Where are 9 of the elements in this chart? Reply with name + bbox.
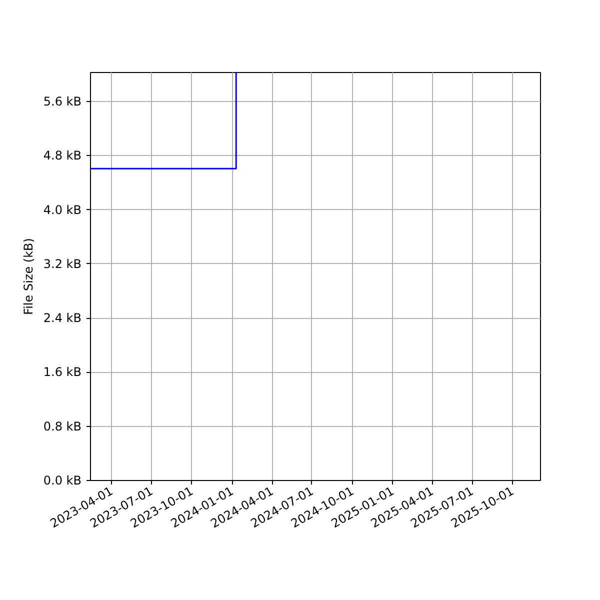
- y-tick-label: 4.8 kB: [43, 148, 82, 163]
- y-tick-label: 1.6 kB: [43, 365, 82, 380]
- y-tick-label: 0.0 kB: [43, 474, 82, 488]
- y-tick-label: 5.6 kB: [43, 94, 82, 109]
- y-axis-title: File Size (kB): [21, 238, 36, 315]
- y-tick-label: 0.8 kB: [43, 419, 82, 434]
- y-tick-label: 4.0 kB: [43, 202, 82, 217]
- y-tick-label: 2.4 kB: [43, 311, 82, 326]
- y-tick-label: 3.2 kB: [43, 256, 82, 271]
